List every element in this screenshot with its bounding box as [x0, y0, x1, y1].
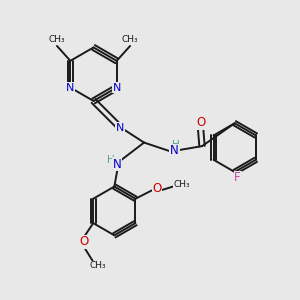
Text: H: H	[172, 140, 179, 150]
Text: O: O	[79, 235, 88, 248]
Text: CH₃: CH₃	[122, 35, 138, 44]
Text: N: N	[113, 158, 122, 171]
Text: F: F	[234, 171, 241, 184]
Text: O: O	[196, 116, 205, 129]
Text: N: N	[116, 123, 124, 133]
Text: N: N	[66, 82, 74, 93]
Text: N: N	[170, 144, 179, 158]
Text: CH₃: CH₃	[173, 180, 190, 189]
Text: CH₃: CH₃	[89, 261, 106, 270]
Text: O: O	[152, 182, 162, 195]
Text: N: N	[112, 82, 121, 93]
Text: CH₃: CH₃	[49, 35, 65, 44]
Text: H: H	[106, 154, 114, 164]
